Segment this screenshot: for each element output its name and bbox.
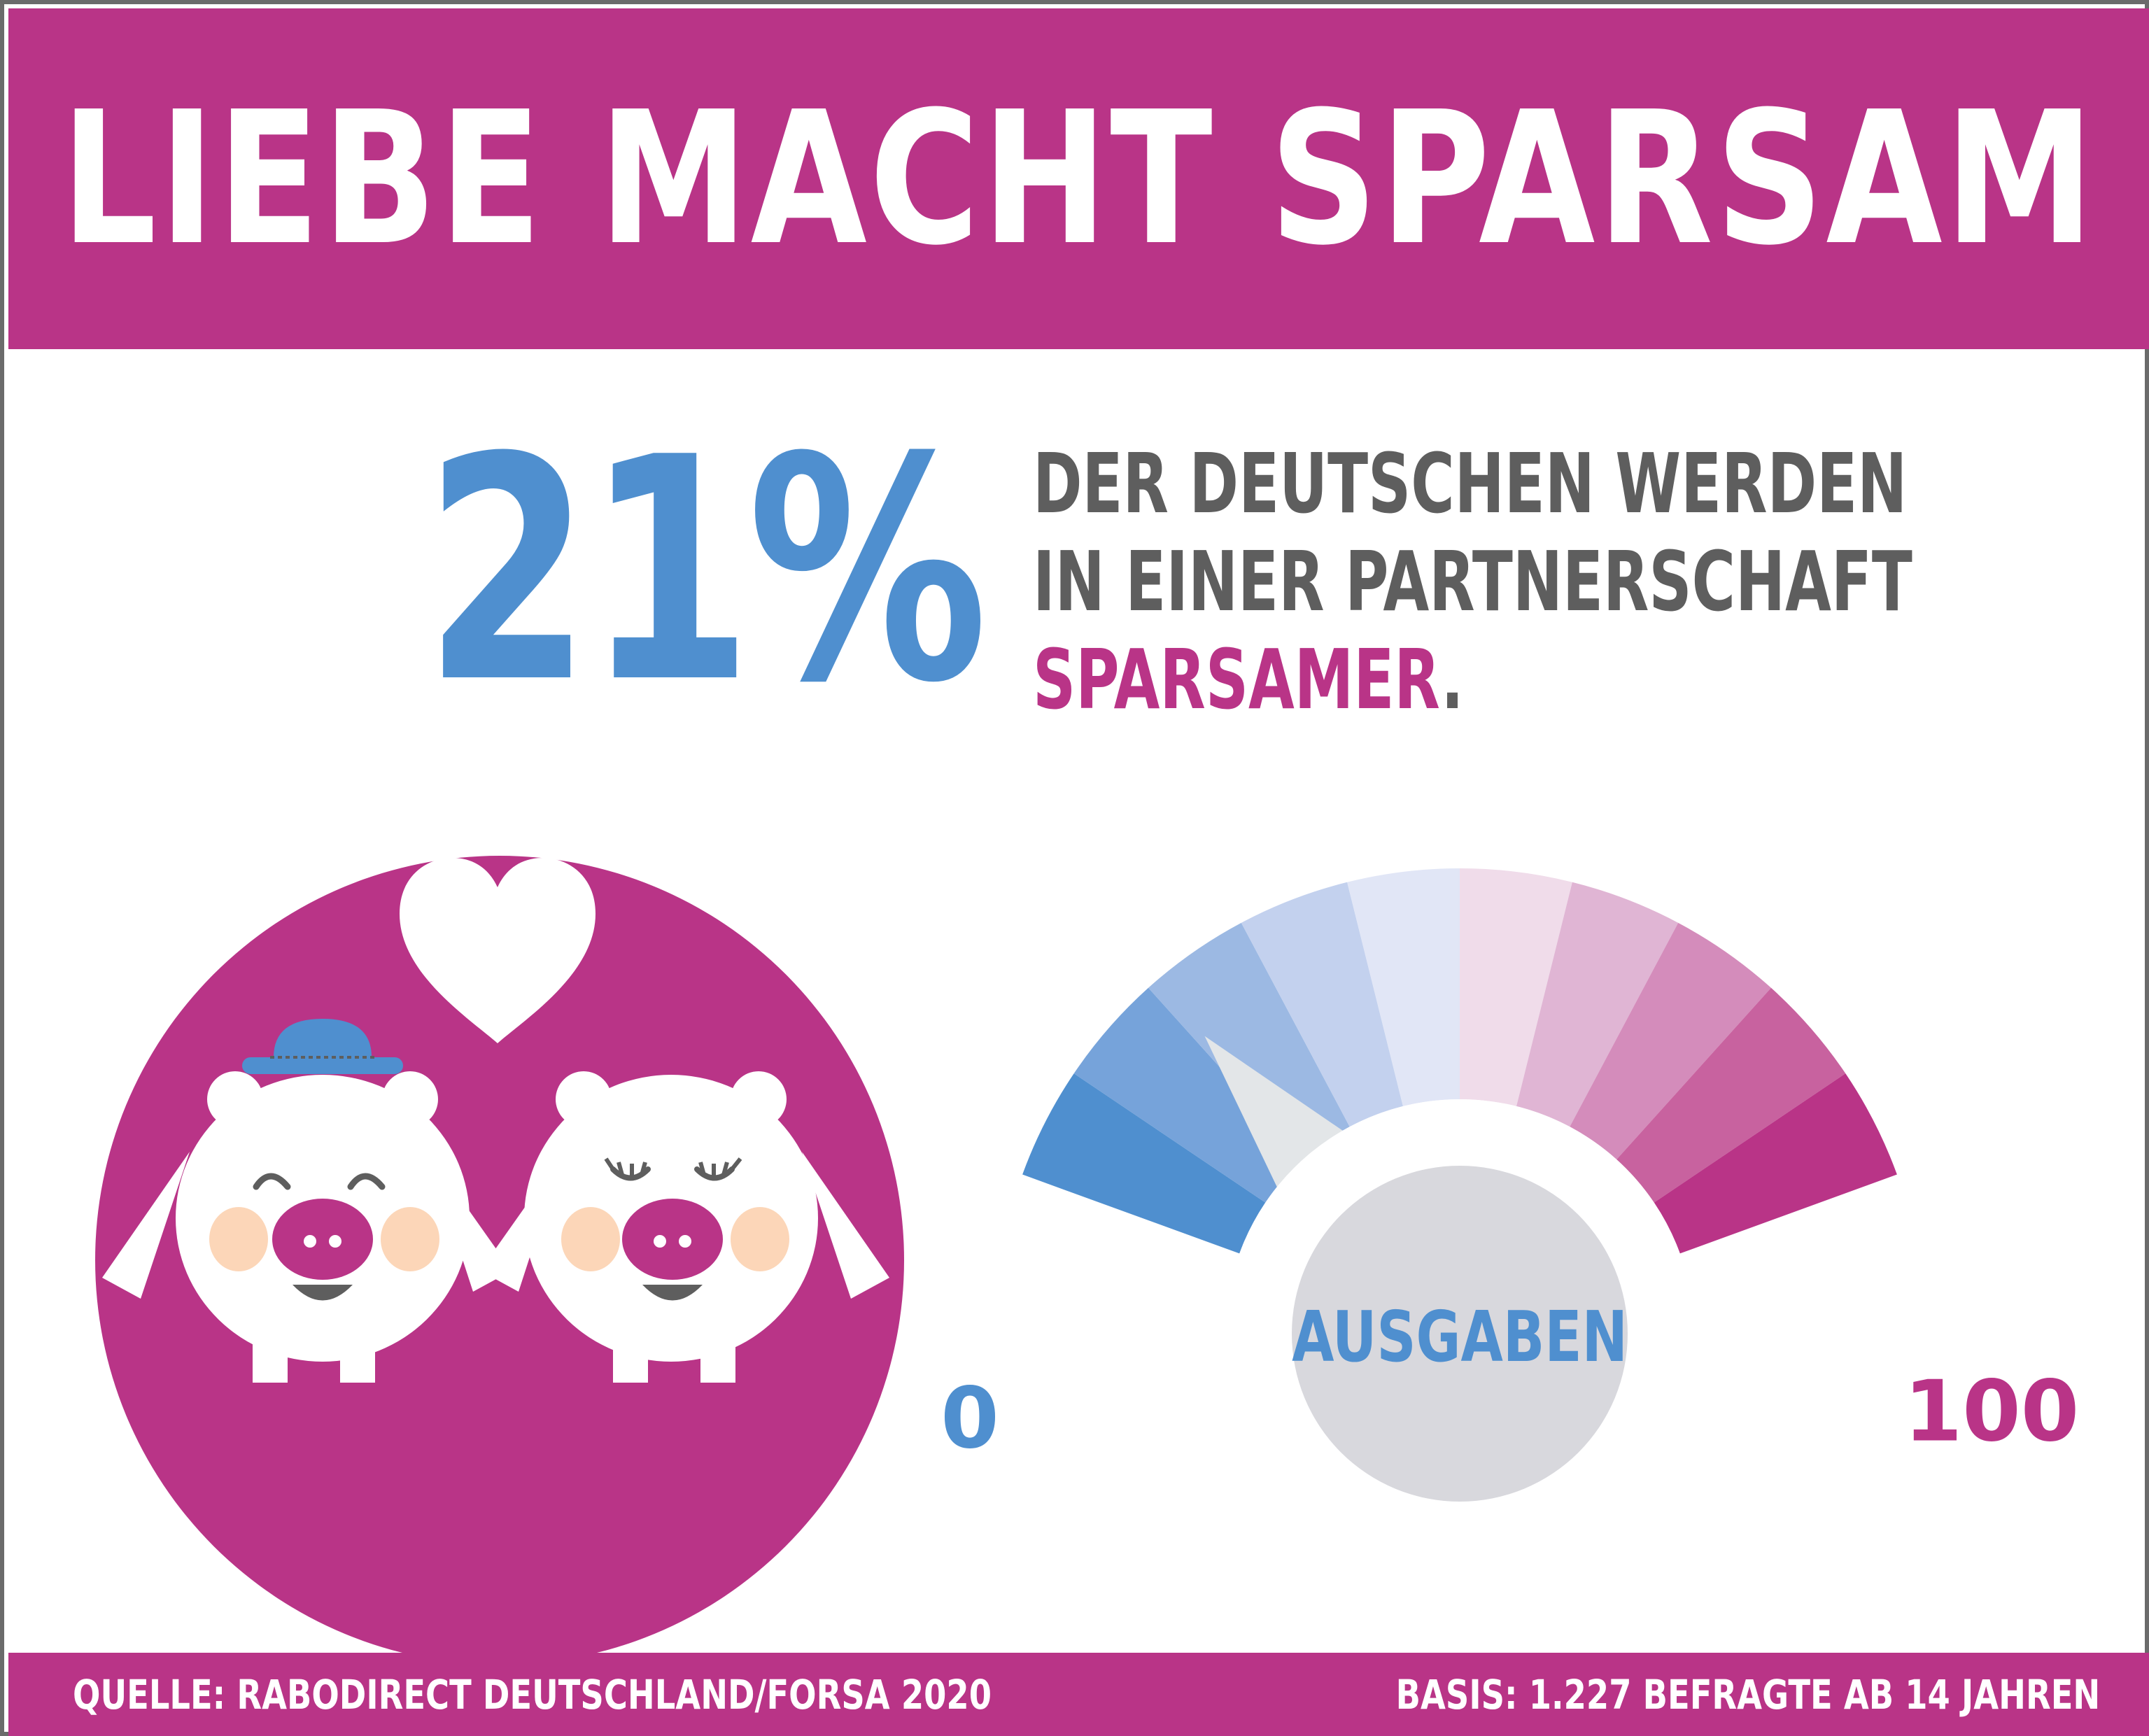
gauge-segment	[1460, 868, 1572, 1106]
statement-line-2: IN EINER PARTNERSCHAFT	[1033, 533, 1912, 630]
percent-figure: 21%	[424, 392, 988, 750]
gauge-segment	[1148, 922, 1350, 1160]
gauge-segment	[1516, 882, 1679, 1127]
illustration-layer: AUSGABEN 0 100	[95, 856, 2080, 1665]
gauge-segment	[1022, 1073, 1266, 1254]
statement-suffix: .	[1441, 631, 1464, 728]
gauge-center-label: AUSGABEN	[1292, 1297, 1628, 1378]
source-note: QUELLE: RABODIRECT DEUTSCHLAND/FORSA 202…	[73, 1670, 992, 1719]
footer-band: QUELLE: RABODIRECT DEUTSCHLAND/FORSA 202…	[8, 1653, 2149, 1736]
gauge-max-label: 100	[1904, 1364, 2080, 1461]
gauge-segment	[1241, 882, 1403, 1127]
header-band: LIEBE MACHT SPARSAM	[8, 8, 2149, 349]
gauge-segment	[1347, 868, 1460, 1106]
statement-accent-word: SPARSAMER	[1033, 631, 1442, 728]
gauge-segment	[1570, 922, 1771, 1160]
piggy-bank-with-hat-icon	[102, 1019, 512, 1383]
headline-statement: DER DEUTSCHEN WERDEN IN EINER PARTNERSCH…	[1033, 435, 1912, 728]
gauge-segment	[1616, 987, 1846, 1203]
heart-icon	[400, 858, 596, 1043]
gauge-segment	[1073, 987, 1303, 1203]
headline: 21% DER DEUTSCHEN WERDEN IN EINER PARTNE…	[424, 410, 2034, 732]
gauge-segment	[1654, 1073, 1897, 1254]
statement-line-1: DER DEUTSCHEN WERDEN	[1033, 435, 1908, 532]
statement-line-3: SPARSAMER.	[1033, 630, 1912, 728]
basis-note: BASIS: 1.227 BEFRAGTE AB 14 JAHREN	[1395, 1670, 2100, 1719]
gauge-hub	[1225, 1099, 1694, 1568]
spending-gauge	[1022, 868, 1897, 1254]
gauge-min-label: 0	[940, 1371, 999, 1468]
page-title: LIEBE MACHT SPARSAM	[60, 72, 2097, 285]
piggy-bank-with-lashes-icon	[480, 1071, 889, 1383]
